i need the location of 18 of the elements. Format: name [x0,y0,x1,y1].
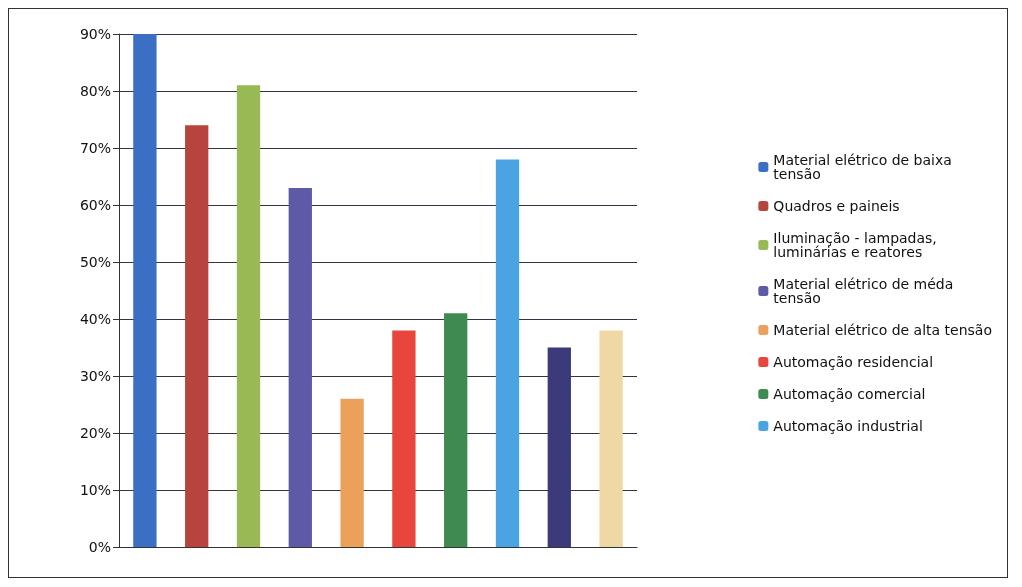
y-tick-label: 60% [79,197,111,213]
legend-label: Automação industrial [773,418,923,434]
y-tick-label: 40% [79,311,111,327]
y-tick-label: 70% [79,140,111,156]
legend-label: Material elétrico de alta tensão [773,322,992,338]
y-tick-label: 30% [79,368,111,384]
y-tick-label: 80% [79,83,111,99]
y-tick-label: 90% [79,26,111,42]
y-tick-label: 0% [88,539,111,555]
y-tick-label: 50% [79,254,111,270]
legend-label: Automação residencial [773,354,934,370]
legend-label: Automação comercial [773,386,926,402]
y-tick-label: 10% [79,482,111,498]
legend-label: Material elétrico de baixa tensão [773,152,957,182]
legend-label: Material elétrico de méda tensão [773,276,958,306]
y-tick-label: 20% [79,425,111,441]
legend-label: Iluminação - lampadas, luminárias e reatores [773,230,942,260]
legend-label: Quadros e paineis [773,198,900,214]
